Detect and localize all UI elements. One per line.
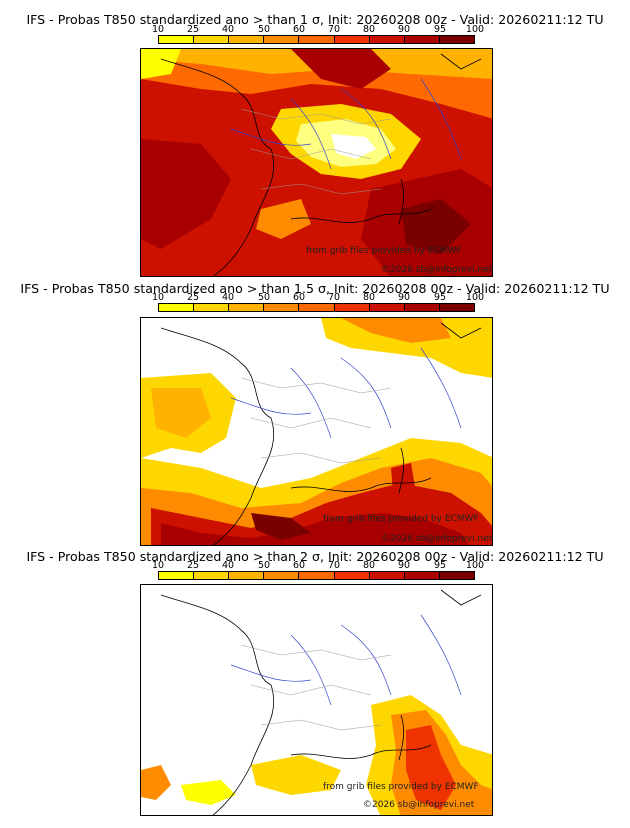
colorbar-swatch <box>369 572 405 579</box>
panel-2-sigma: IFS - Probas T850 standardized ano > tha… <box>0 547 630 828</box>
tick-label: 100 <box>465 292 485 303</box>
tick-label: 40 <box>221 292 235 303</box>
tick-label: 70 <box>327 560 341 571</box>
colorbar-swatch <box>264 572 300 579</box>
colorbar-swatch <box>229 572 265 579</box>
colorbar-swatch <box>334 572 370 579</box>
map-graphic <box>141 49 492 276</box>
colorbar-swatch <box>194 572 230 579</box>
colorbar-swatch <box>229 304 265 311</box>
tick-label: 25 <box>186 24 200 35</box>
tick-label: 70 <box>327 292 341 303</box>
credit-copyright: ©2026 sb@infoprevi.net <box>381 534 493 544</box>
tick-label: 50 <box>257 292 271 303</box>
tick-label: 90 <box>397 560 411 571</box>
tick-label: 90 <box>397 292 411 303</box>
colorbar-swatch <box>404 304 440 311</box>
tick-label: 80 <box>362 560 376 571</box>
tick-label: 95 <box>433 24 447 35</box>
colorbar-swatch <box>439 572 474 579</box>
tick-label: 10 <box>151 292 165 303</box>
tick-label: 90 <box>397 24 411 35</box>
colorbar-swatch <box>194 304 230 311</box>
colorbar-swatch <box>369 36 405 43</box>
colorbar-swatch <box>264 36 300 43</box>
panel-title: IFS - Probas T850 standardized ano > tha… <box>26 549 604 564</box>
credit-copyright: ©2026 sb@infoprevi.net <box>381 265 493 275</box>
panel-1-sigma: IFS - Probas T850 standardized ano > tha… <box>0 0 630 277</box>
map-graphic <box>141 318 492 545</box>
panel-title: IFS - Probas T850 standardized ano > tha… <box>26 12 604 27</box>
tick-label: 10 <box>151 560 165 571</box>
tick-label: 50 <box>257 560 271 571</box>
credit-source: from grib files provided by ECMWF <box>306 246 462 256</box>
probability-map: from grib files provided by ECMWF ©2026 … <box>140 584 493 816</box>
map-graphic <box>141 585 492 815</box>
panel-1-5-sigma: IFS - Probas T850 standardized ano > tha… <box>0 276 630 547</box>
credit-source: from grib files provided by ECMWF <box>323 514 479 524</box>
colorbar-swatch <box>439 304 474 311</box>
colorbar-swatch <box>159 572 195 579</box>
colorbar-swatch <box>404 572 440 579</box>
tick-label: 100 <box>465 560 485 571</box>
credit-copyright: ©2026 sb@infoprevi.net <box>363 800 475 810</box>
colorbar-swatch <box>159 36 195 43</box>
colorbar-swatch <box>334 36 370 43</box>
colorbar-ticks: 10 25 40 50 60 70 80 90 95 100 <box>152 292 484 303</box>
colorbar-swatch <box>264 304 300 311</box>
colorbar-swatch <box>229 36 265 43</box>
colorbar-swatch <box>299 36 335 43</box>
tick-label: 25 <box>186 292 200 303</box>
tick-label: 60 <box>292 24 306 35</box>
colorbar-swatch <box>299 304 335 311</box>
tick-label: 40 <box>221 560 235 571</box>
credit-source: from grib files provided by ECMWF <box>323 782 479 792</box>
colorbar-ticks: 10 25 40 50 60 70 80 90 95 100 <box>152 24 484 35</box>
colorbar-swatch <box>159 304 195 311</box>
tick-label: 50 <box>257 24 271 35</box>
colorbar-swatch <box>439 36 474 43</box>
tick-label: 25 <box>186 560 200 571</box>
tick-label: 100 <box>465 24 485 35</box>
probability-map: from grib files provided by ECMWF ©2026 … <box>140 317 493 546</box>
colorbar-swatch <box>334 304 370 311</box>
tick-label: 95 <box>433 292 447 303</box>
colorbar-ticks: 10 25 40 50 60 70 80 90 95 100 <box>152 560 484 571</box>
colorbar-swatch <box>404 36 440 43</box>
tick-label: 10 <box>151 24 165 35</box>
colorbar-swatch <box>369 304 405 311</box>
tick-label: 80 <box>362 292 376 303</box>
tick-label: 40 <box>221 24 235 35</box>
colorbar-swatch <box>194 36 230 43</box>
tick-label: 80 <box>362 24 376 35</box>
tick-label: 95 <box>433 560 447 571</box>
panel-title: IFS - Probas T850 standardized ano > tha… <box>20 281 610 296</box>
colorbar <box>158 35 475 44</box>
colorbar <box>158 303 475 312</box>
tick-label: 70 <box>327 24 341 35</box>
colorbar-swatch <box>299 572 335 579</box>
probability-map: from grib files provided by ECMWF ©2026 … <box>140 48 493 277</box>
tick-label: 60 <box>292 560 306 571</box>
colorbar <box>158 571 475 580</box>
tick-label: 60 <box>292 292 306 303</box>
